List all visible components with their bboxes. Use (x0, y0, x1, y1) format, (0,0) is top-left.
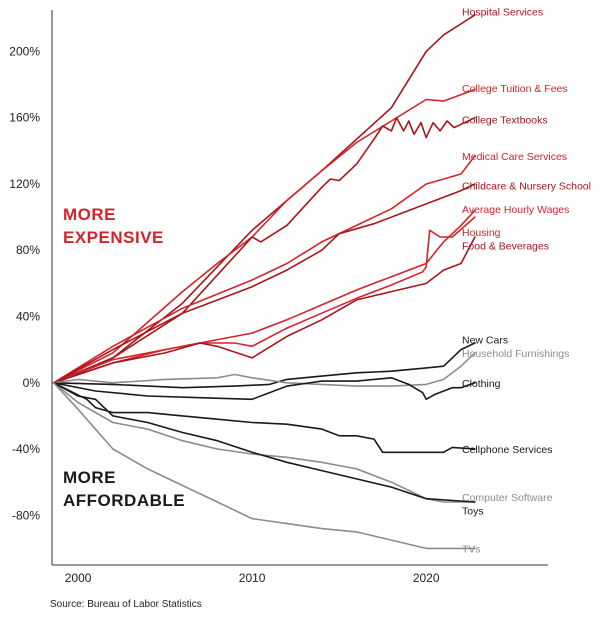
series-line-tvs (52, 382, 476, 550)
series-line-college-textbooks (52, 116, 476, 384)
series-line-household-furnishings (52, 352, 476, 387)
series-line-cellphone-services (52, 382, 476, 454)
y-tick-label: 120% (9, 177, 40, 191)
y-tick-label: -40% (12, 442, 40, 456)
series-line-toys (52, 382, 476, 503)
series-line-college-tuition-fees (52, 88, 476, 384)
y-tick-label: 0% (23, 376, 41, 390)
label-childcare-nursery-school: Childcare & Nursery School (462, 181, 591, 193)
label-new-cars: New Cars (462, 335, 508, 347)
label-college-tuition-fees: College Tuition & Fees (462, 83, 568, 95)
series-line-computer-software (52, 382, 476, 503)
label-medical-care-services: Medical Care Services (462, 151, 567, 163)
label-college-textbooks: College Textbooks (462, 114, 548, 126)
y-tick-label: 40% (16, 309, 40, 323)
series-lines (52, 14, 476, 550)
series-line-housing (52, 216, 476, 384)
y-tick-label: 200% (9, 44, 40, 58)
source-note: Source: Bureau of Labor Statistics (50, 599, 202, 610)
y-tick-label: 80% (16, 243, 40, 257)
label-toys: Toys (462, 505, 484, 517)
x-tick-label: 2010 (239, 571, 266, 585)
more-affordable-line2: AFFORDABLE (63, 491, 185, 510)
label-cellphone-services: Cellphone Services (462, 444, 552, 456)
more-affordable-line1: MORE (63, 468, 116, 487)
series-labels: Hospital Services College Tuition & Fees C… (462, 7, 591, 556)
label-household-furnishings: Household Furnishings (462, 348, 569, 360)
more-expensive-line1: MORE (63, 205, 116, 224)
series-line-clothing (52, 377, 476, 401)
label-computer-software: Computer Software (462, 492, 553, 504)
label-clothing: Clothing (462, 378, 501, 390)
series-line-childcare-nursery-school (52, 183, 476, 384)
label-tvs: TVs (462, 543, 481, 555)
x-tick-label: 2020 (413, 571, 440, 585)
y-tick-label: 160% (9, 111, 40, 125)
series-line-food-beverages (52, 236, 476, 384)
axes: 200% 160% 120% 80% 40% 0% -40% -80% 2000 2010 2020 (9, 10, 548, 585)
y-tick-label: -80% (12, 508, 40, 522)
label-hospital-services: Hospital Services (462, 7, 543, 19)
label-average-hourly-wages: Average Hourly Wages (462, 204, 569, 216)
label-food-beverages: Food & Beverages (462, 240, 549, 252)
more-expensive-line2: EXPENSIVE (63, 228, 164, 247)
x-tick-label: 2000 (65, 571, 92, 585)
series-line-new-cars (52, 342, 476, 389)
label-housing: Housing (462, 227, 501, 239)
